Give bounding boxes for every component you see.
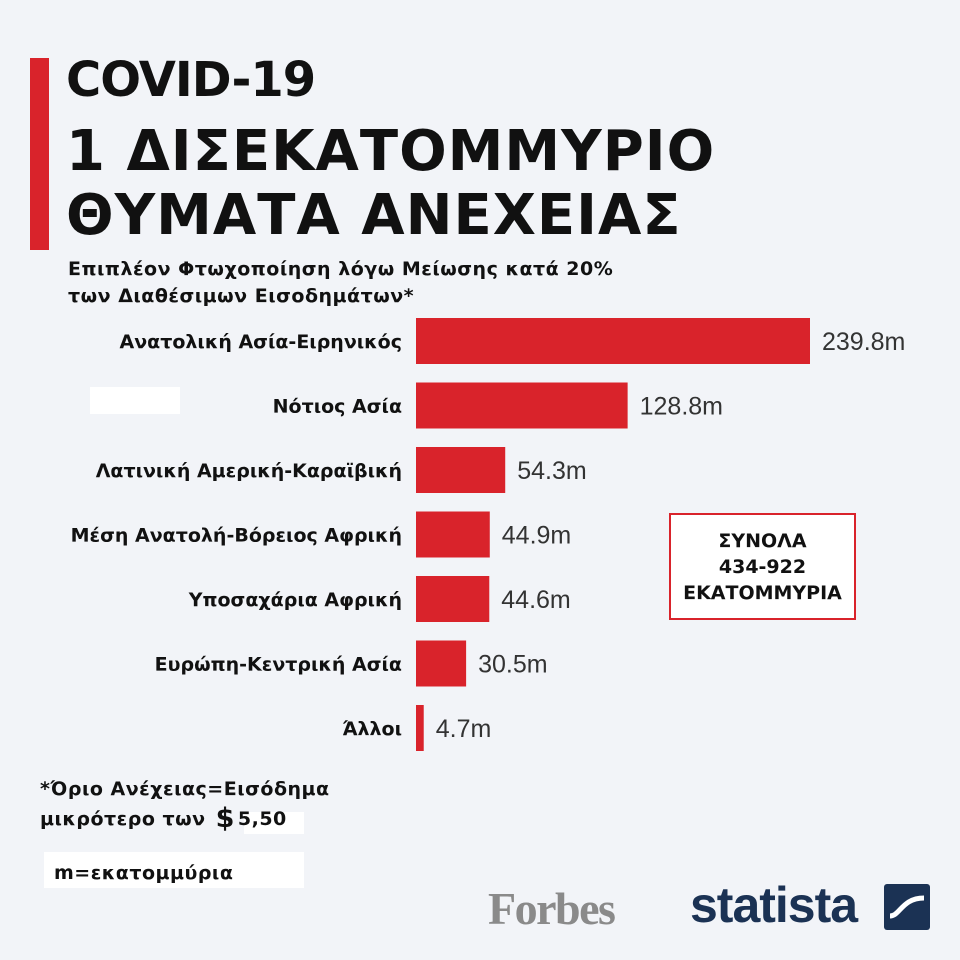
totals-box: ΣΥΝΟΛΑ 434-922 ΕΚΑΤΟΜΜΥΡΙΑ [669, 513, 856, 620]
statista-logo: statista [690, 877, 858, 933]
footnote: *Όριο Ανέχειας=Εισόδημα μικρότερο των $5,… [40, 774, 330, 834]
category-label-2: Λατινική Αμερική-Καραϊβική [96, 460, 402, 482]
unit-note: m=εκατομμύρια [54, 862, 234, 884]
totals-unit: ΕΚΑΤΟΜΜΥΡΙΑ [683, 582, 842, 604]
currency-symbol: $ [215, 803, 235, 834]
bar-2 [416, 447, 506, 493]
statista-icon-curve [889, 895, 925, 919]
subtitle-line-1: Επιπλέον Φτωχοποίηση λόγω Μείωσης κατά 2… [68, 258, 614, 280]
white-patch-amount [244, 812, 304, 834]
totals-label: ΣΥΝΟΛΑ [718, 530, 807, 552]
bar-1 [416, 382, 628, 429]
value-label-2: 54.3m [517, 457, 586, 485]
white-patch-left [90, 387, 180, 414]
value-label-1: 128.8m [640, 393, 723, 421]
white-patch-bottom-left [44, 852, 304, 888]
bar-4 [416, 576, 490, 622]
statista-logo-icon [884, 884, 930, 930]
footnote-line-1: *Όριο Ανέχειας=Εισόδημα [40, 778, 330, 800]
category-label-6: Άλλοι [342, 718, 402, 740]
footnote-text: μικρότερο των [40, 808, 206, 830]
chart-title-main-text: 1 ΔΙΣΕΚΑΤΟΜΜΥΡΙΟ ΘΥΜΑΤΑ ΑΝΕΧΕΙΑΣ [66, 119, 716, 248]
category-label-0: Ανατολική Ασία-Ειρηνικός [120, 331, 402, 353]
chart-title-top: COVID-19 [66, 52, 316, 108]
forbes-logo: Forbes [488, 883, 616, 934]
chart-title-main: 1 ΔΙΣΕΚΑΤΟΜΜΥΡΙΟ ΘΥΜΑΤΑ ΑΝΕΧΕΙΑΣ [66, 120, 766, 248]
category-label-4: Υποσαχάρια Αφρική [188, 589, 402, 611]
footnote-line-2: μικρότερο των $5,50 [40, 804, 330, 834]
value-label-3: 44.9m [502, 522, 571, 550]
category-label-1: Νότιος Ασία [273, 396, 402, 418]
category-label-3: Μέση Ανατολή-Βόρειος Αφρική [71, 525, 402, 547]
bar-0 [416, 318, 810, 364]
category-label-5: Ευρώπη-Κεντρική Ασία [155, 654, 402, 676]
title-accent-bar [30, 58, 49, 250]
subtitle-line-2: των Διαθέσιμων Εισοδημάτων* [68, 285, 415, 307]
bar-3 [416, 511, 490, 558]
chart-subtitle: Επιπλέον Φτωχοποίηση λόγω Μείωσης κατά 2… [68, 256, 708, 310]
bar-6 [416, 705, 424, 751]
value-label-6: 4.7m [436, 715, 492, 743]
value-label-0: 239.8m [822, 328, 905, 356]
value-label-5: 30.5m [478, 651, 547, 679]
bar-5 [416, 640, 467, 687]
statista-icon-square [884, 884, 930, 930]
value-label-4: 44.6m [501, 586, 570, 614]
footnote-amount: 5,50 [237, 808, 287, 830]
totals-range: 434-922 [718, 556, 807, 578]
